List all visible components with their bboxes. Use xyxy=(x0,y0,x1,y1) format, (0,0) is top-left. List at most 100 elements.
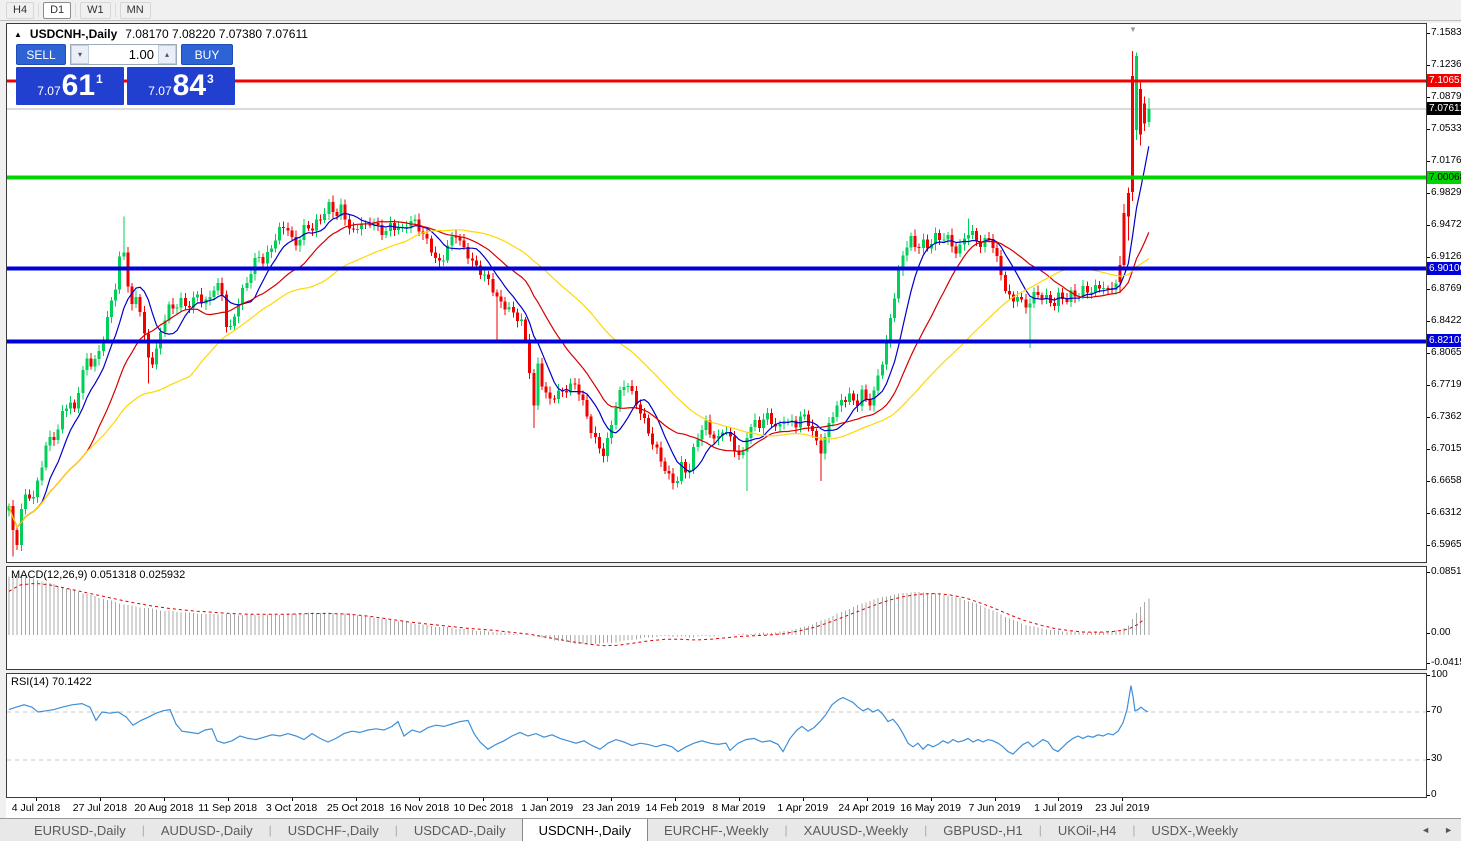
date-label: 1 Jul 2019 xyxy=(1034,802,1083,814)
date-label: 27 Jul 2018 xyxy=(72,802,128,814)
price-tick: -0.04159 xyxy=(1426,657,1461,668)
rsi-label: RSI(14) 70.1422 xyxy=(11,676,92,688)
sell-price-sup: 1 xyxy=(96,72,103,86)
date-label: 11 Sep 2018 xyxy=(198,802,258,814)
chart-tab-eurusd[interactable]: EURUSD-,Daily xyxy=(34,822,126,838)
sell-button[interactable]: SELL xyxy=(16,44,66,65)
date-tick xyxy=(227,798,229,801)
rsi-chart[interactable] xyxy=(7,674,1426,797)
date-tick xyxy=(483,798,485,801)
chart-tab-gbpusd[interactable]: GBPUSD-,H1 xyxy=(943,822,1023,838)
price-tick: 70 xyxy=(1426,705,1443,716)
price-tick: 6.84225 xyxy=(1426,315,1461,326)
volume-increase-icon[interactable]: ▴ xyxy=(158,45,176,64)
date-label: 16 Nov 2018 xyxy=(389,802,450,814)
price-tick: 7.15830 xyxy=(1426,27,1461,38)
tab-scroll-right-icon[interactable]: ► xyxy=(1444,825,1453,835)
price-tick: 7.05330 xyxy=(1426,123,1461,134)
price-tick: 7.08795 xyxy=(1426,91,1461,102)
date-tick xyxy=(355,798,357,801)
main-chart-pane[interactable] xyxy=(6,23,1427,563)
sell-price-box[interactable]: 7.07 61 1 xyxy=(16,67,124,105)
price-tick: 6.70155 xyxy=(1426,443,1461,454)
timeframe-button-d1[interactable]: D1 xyxy=(43,1,72,19)
chart-tab-usdcad[interactable]: USDCAD-,Daily xyxy=(413,822,506,838)
candlestick-chart[interactable] xyxy=(7,24,1426,562)
date-label: 25 Oct 2018 xyxy=(326,802,385,814)
tab-scroll-left-icon[interactable]: ◄ xyxy=(1421,825,1431,835)
date-tick xyxy=(99,798,101,801)
price-axis[interactable]: 7.15830 7.12365 7.08795 7.05330 7.01760 6.982… xyxy=(1426,23,1461,800)
date-label: 1 Jan 2019 xyxy=(521,802,574,814)
macd-label: MACD(12,26,9) 0.051318 0.025932 xyxy=(11,569,186,581)
date-tick xyxy=(547,798,549,801)
price-tick: 30 xyxy=(1426,753,1443,764)
date-tick xyxy=(1122,798,1124,801)
buy-button[interactable]: BUY xyxy=(181,44,233,65)
price-tick: 6.66585 xyxy=(1426,475,1461,486)
date-label: 23 Jan 2019 xyxy=(582,802,640,814)
chart-tab-audusd[interactable]: AUDUSD-,Daily xyxy=(160,822,253,838)
date-label: 3 Oct 2018 xyxy=(265,802,318,814)
chart-tab-usdcnh[interactable]: USDCNH-,Daily xyxy=(521,819,649,841)
timeframe-button-w1[interactable]: W1 xyxy=(80,1,111,19)
volume-stepper: ▾ ▴ xyxy=(70,44,177,65)
macd-indicator-pane[interactable]: MACD(12,26,9) 0.051318 0.025932 xyxy=(6,566,1427,670)
date-tick xyxy=(675,798,676,801)
timeframe-toolbar: H4 D1 W1 MN xyxy=(0,0,1461,21)
date-axis[interactable]: 4 Jul 2018 27 Jul 2018 20 Aug 2018 11 Sep 2… xyxy=(6,798,1461,818)
toolbar-separator xyxy=(114,3,116,17)
chart-tab-eurchf[interactable]: EURCHF-,Weekly xyxy=(664,822,769,838)
date-tick xyxy=(1058,798,1060,801)
buy-price-sup: 3 xyxy=(207,72,214,86)
timeframe-button-mn[interactable]: MN xyxy=(119,1,151,19)
date-tick xyxy=(738,798,740,801)
tab-separator: | xyxy=(268,823,272,837)
timeframe-button-h4[interactable]: H4 xyxy=(6,1,35,19)
date-tick xyxy=(291,798,293,801)
date-label: 23 Jul 2019 xyxy=(1095,802,1150,814)
tab-separator: | xyxy=(784,823,788,837)
sell-price-big: 61 xyxy=(61,69,96,102)
price-level-badge: 6.82103 xyxy=(1427,334,1461,348)
date-label: 20 Aug 2018 xyxy=(134,802,194,814)
chart-tab-ukoil[interactable]: UKOil-,H4 xyxy=(1057,822,1117,838)
date-tick xyxy=(930,798,932,801)
date-label: 16 May 2019 xyxy=(900,802,961,814)
price-tick: 6.98295 xyxy=(1426,187,1461,198)
tab-separator: | xyxy=(1038,823,1042,837)
date-label: 8 Mar 2019 xyxy=(712,802,766,814)
chart-tab-bar: EURUSD-,Daily | AUDUSD-,Daily | USDCHF-,Dail… xyxy=(0,818,1461,841)
buy-price-big: 84 xyxy=(172,69,207,102)
date-tick xyxy=(419,798,421,801)
date-label: 24 Apr 2019 xyxy=(838,802,896,814)
date-tick xyxy=(36,798,37,801)
price-tick: 6.91260 xyxy=(1426,251,1461,262)
current-price-badge: 7.07611 xyxy=(1427,101,1461,115)
rsi-indicator-pane[interactable]: RSI(14) 70.1422 xyxy=(6,673,1427,798)
tab-separator: | xyxy=(924,823,928,837)
date-tick xyxy=(163,798,165,801)
price-tick: 7.12365 xyxy=(1426,59,1461,70)
volume-input[interactable] xyxy=(89,45,158,64)
buy-price-box[interactable]: 7.07 84 3 xyxy=(127,67,235,105)
tab-separator: | xyxy=(1132,823,1136,837)
toolbar-separator xyxy=(38,3,40,17)
chart-tab-usdx[interactable]: USDX-,Weekly xyxy=(1151,822,1238,838)
date-label: 4 Jul 2018 xyxy=(11,802,61,814)
price-level-badge: 7.10651 xyxy=(1427,74,1461,88)
tab-separator: | xyxy=(141,823,145,837)
volume-decrease-icon[interactable]: ▾ xyxy=(71,45,89,64)
chart-tab-xauusd[interactable]: XAUUSD-,Weekly xyxy=(803,822,909,838)
price-tick: 7.01760 xyxy=(1426,155,1461,166)
date-label: 14 Feb 2019 xyxy=(645,802,705,814)
date-tick xyxy=(994,798,996,801)
macd-chart[interactable] xyxy=(7,567,1426,669)
sell-price-small: 7.07 xyxy=(37,84,61,98)
tab-separator: | xyxy=(394,823,398,837)
chart-tab-usdchf[interactable]: USDCHF-,Daily xyxy=(287,822,379,838)
price-tick: 0.085164 xyxy=(1427,566,1461,577)
buy-price-small: 7.07 xyxy=(148,84,172,98)
price-tick: 0 xyxy=(1427,789,1437,800)
price-tick: 6.73620 xyxy=(1426,411,1461,422)
